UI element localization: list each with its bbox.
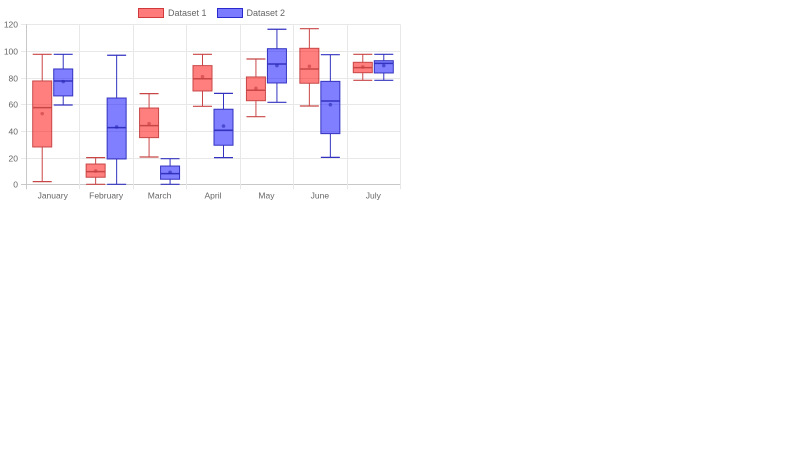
legend-label-dataset-1: Dataset 1 (168, 8, 207, 18)
mean-marker (221, 124, 226, 128)
box-february (85, 157, 106, 185)
box-series (32, 28, 394, 185)
y-tick-label: 80 (9, 74, 19, 84)
x-tick-label: June (311, 190, 330, 200)
box-july (373, 53, 394, 81)
legend-swatch-dataset-2 (216, 8, 243, 18)
series-dataset-2 (53, 28, 394, 185)
box-june (320, 54, 341, 158)
x-axis: January February March April May June July (38, 190, 382, 200)
box-february (106, 54, 127, 185)
x-tick-label: March (148, 190, 172, 200)
mean-marker (93, 169, 98, 173)
mean-marker (40, 111, 45, 116)
box-iqr (320, 80, 341, 135)
box-march (160, 158, 181, 185)
x-tick-label: February (89, 190, 124, 200)
y-tick-label: 20 (9, 154, 19, 164)
box-july (352, 53, 373, 81)
mean-marker (114, 125, 119, 129)
box-may (266, 28, 287, 103)
x-tick-label: January (38, 190, 69, 200)
mean-marker (360, 65, 365, 69)
box-january (53, 53, 74, 106)
box-march (139, 93, 160, 158)
legend-label-dataset-2: Dataset 2 (246, 8, 286, 18)
box-may (245, 58, 266, 118)
legend-item-dataset-2[interactable]: Dataset 2 (216, 8, 286, 18)
mean-marker (381, 63, 386, 68)
grid-lines (21, 24, 401, 190)
legend-swatch-dataset-1 (138, 8, 164, 18)
box-april (213, 92, 234, 159)
y-tick-label: 100 (4, 47, 18, 57)
box-april (192, 53, 213, 107)
y-tick-label: 120 (4, 20, 18, 30)
x-tick-label: July (366, 190, 382, 200)
x-tick-label: May (258, 190, 275, 200)
mean-marker (307, 64, 312, 69)
legend-item-dataset-1[interactable]: Dataset 1 (138, 8, 207, 18)
y-tick-label: 40 (9, 127, 19, 137)
mean-marker (61, 79, 66, 84)
mean-marker (275, 63, 279, 68)
x-tick-label: April (204, 190, 221, 200)
series-dataset-1 (32, 28, 373, 185)
mean-marker (168, 170, 172, 175)
mean-marker (254, 86, 258, 91)
mean-marker (147, 121, 151, 126)
box-june (299, 28, 320, 107)
y-tick-label: 60 (9, 100, 19, 110)
y-axis: 0 20 40 60 80 100 120 (4, 20, 18, 190)
box-january (32, 53, 53, 183)
mean-marker (328, 102, 333, 107)
legend: Dataset 1 Dataset 2 (138, 8, 295, 18)
mean-marker (200, 74, 205, 79)
y-tick-label: 0 (13, 180, 18, 190)
